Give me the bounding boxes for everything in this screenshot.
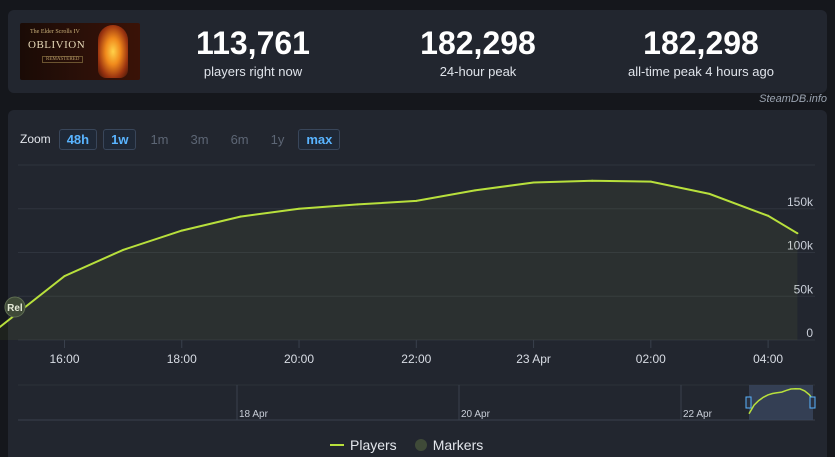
data-point-5 <box>298 207 301 210</box>
legend-markers[interactable]: Markers <box>414 437 484 453</box>
stats-card: The Elder Scrolls IV OBLIVION REMASTERED… <box>8 10 827 93</box>
data-point-2 <box>122 248 125 251</box>
data-point-4 <box>239 215 242 218</box>
data-point-9 <box>532 181 535 184</box>
data-point-1 <box>63 275 66 278</box>
data-point-6 <box>356 203 359 206</box>
data-point-0 <box>0 325 1 328</box>
legend-players-swatch <box>330 444 344 446</box>
stat-24h-peak-label: 24-hour peak <box>439 64 517 79</box>
banner-subtitle-text: REMASTERED <box>42 56 84 63</box>
y-tick-label-2: 100k <box>787 239 814 253</box>
zoom-48h-button[interactable]: 48h <box>58 128 98 150</box>
navigator-series <box>748 387 813 415</box>
chart-panel: Zoom 48h 1w 1m 3m 6m 1y max <box>8 110 827 457</box>
navigator-label-0: 18 Apr <box>239 409 269 420</box>
y-tick-label-1: 50k <box>794 282 814 296</box>
game-banner[interactable]: The Elder Scrolls IV OBLIVION REMASTERED <box>20 23 140 80</box>
x-tick-label-5: 02:00 <box>636 352 666 366</box>
stat-24h-peak: 182,298 24-hour peak <box>388 26 568 79</box>
x-tick-label-2: 20:00 <box>284 352 314 366</box>
series-area <box>0 180 798 340</box>
zoom-1m-button[interactable]: 1m <box>150 131 169 147</box>
legend-markers-label: Markers <box>432 437 484 453</box>
x-tick-label-3: 22:00 <box>401 352 431 366</box>
release-marker <box>4 296 26 318</box>
players-chart[interactable]: 0 50k 100k 150k 16:00 18:00 20:00 22:00 23 Apr 02… <box>0 0 835 430</box>
stat-current: 113,761 players right now <box>178 26 328 79</box>
data-point-7 <box>415 199 418 202</box>
data-point-13 <box>767 214 770 217</box>
data-point-3 <box>180 229 183 232</box>
data-point-11 <box>649 180 652 183</box>
legend-players-label: Players <box>350 437 397 453</box>
stat-alltime-peak-label: all-time peak 4 hours ago <box>628 64 774 79</box>
zoom-label: Zoom <box>20 132 51 146</box>
banner-emblem-image <box>98 25 128 78</box>
navigator-handle-right[interactable] <box>809 396 816 409</box>
navigator-label-2: 22 Apr <box>683 409 713 420</box>
release-marker-label: Rel <box>7 303 23 314</box>
x-tick-label-6: 04:00 <box>753 352 783 366</box>
chart-legend: Players Markers <box>330 437 501 453</box>
stat-alltime-peak-value: 182,298 <box>643 25 759 61</box>
zoom-1y-button[interactable]: 1y <box>270 131 285 147</box>
zoom-max-button[interactable]: max <box>298 128 341 150</box>
stat-24h-peak-value: 182,298 <box>420 25 536 61</box>
legend-players[interactable]: Players <box>330 437 397 453</box>
zoom-3m-button[interactable]: 3m <box>190 131 209 147</box>
x-tick-label-4: 23 Apr <box>516 352 551 366</box>
data-point-14 <box>796 232 799 235</box>
legend-markers-swatch <box>414 439 427 451</box>
banner-title-text: OBLIVION <box>28 39 86 51</box>
navigator-handle-left[interactable] <box>745 396 752 409</box>
data-point-8 <box>473 189 476 192</box>
y-tick-label-0: 0 <box>806 326 813 340</box>
x-tick-label-1: 18:00 <box>167 352 197 366</box>
data-point-10 <box>591 179 594 182</box>
navigator-window[interactable] <box>749 385 813 420</box>
y-tick-label-3: 150k <box>787 195 814 209</box>
zoom-1w-button[interactable]: 1w <box>103 128 137 150</box>
stat-current-value: 113,761 <box>196 25 310 61</box>
source-credit[interactable]: SteamDB.info <box>759 93 827 105</box>
zoom-6m-button[interactable]: 6m <box>230 131 249 147</box>
x-tick-label-0: 16:00 <box>49 352 79 366</box>
data-point-12 <box>708 192 711 195</box>
stat-current-label: players right now <box>203 64 303 79</box>
stat-alltime-peak: 182,298 all-time peak 4 hours ago <box>606 26 796 79</box>
banner-series-text: The Elder Scrolls IV <box>30 29 80 35</box>
navigator-label-1: 20 Apr <box>461 409 491 420</box>
zoom-controls: Zoom 48h 1w 1m 3m 6m 1y max <box>20 128 346 150</box>
